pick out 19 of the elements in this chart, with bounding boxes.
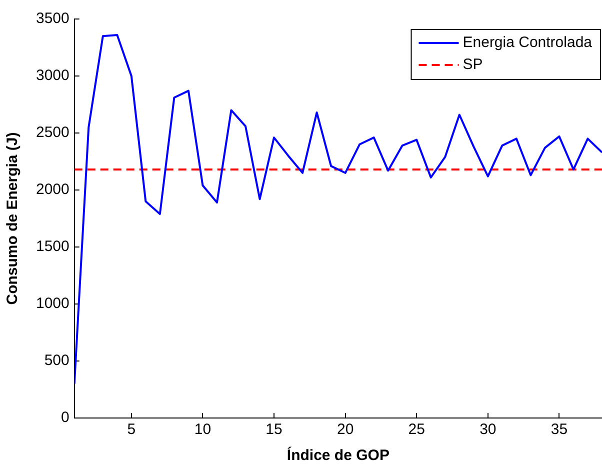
y-tick-label: 1500 bbox=[36, 238, 70, 256]
y-tick-label: 500 bbox=[44, 352, 70, 370]
legend-label: Energia Controlada bbox=[462, 34, 593, 52]
x-tick-label: 35 bbox=[550, 421, 568, 438]
y-tick-label: 1000 bbox=[36, 295, 70, 312]
x-tick-label: 5 bbox=[127, 421, 136, 438]
x-tick-label: 25 bbox=[408, 421, 425, 438]
y-tick-label: 0 bbox=[61, 409, 70, 426]
x-tick-label: 30 bbox=[480, 421, 496, 438]
y-tick-label: 3000 bbox=[36, 67, 70, 84]
y-axis-title: Consumo de Energia (J) bbox=[4, 132, 22, 305]
y-tick-label: 2500 bbox=[36, 124, 70, 142]
x-tick-label: 20 bbox=[336, 421, 354, 438]
legend-label: SP bbox=[462, 56, 483, 74]
x-axis-title: Índice de GOP bbox=[286, 446, 390, 464]
y-tick-label: 2000 bbox=[36, 181, 70, 198]
x-tick-label: 10 bbox=[194, 421, 212, 438]
x-tick-label: 15 bbox=[266, 421, 282, 438]
y-tick-label: 3500 bbox=[36, 10, 70, 28]
